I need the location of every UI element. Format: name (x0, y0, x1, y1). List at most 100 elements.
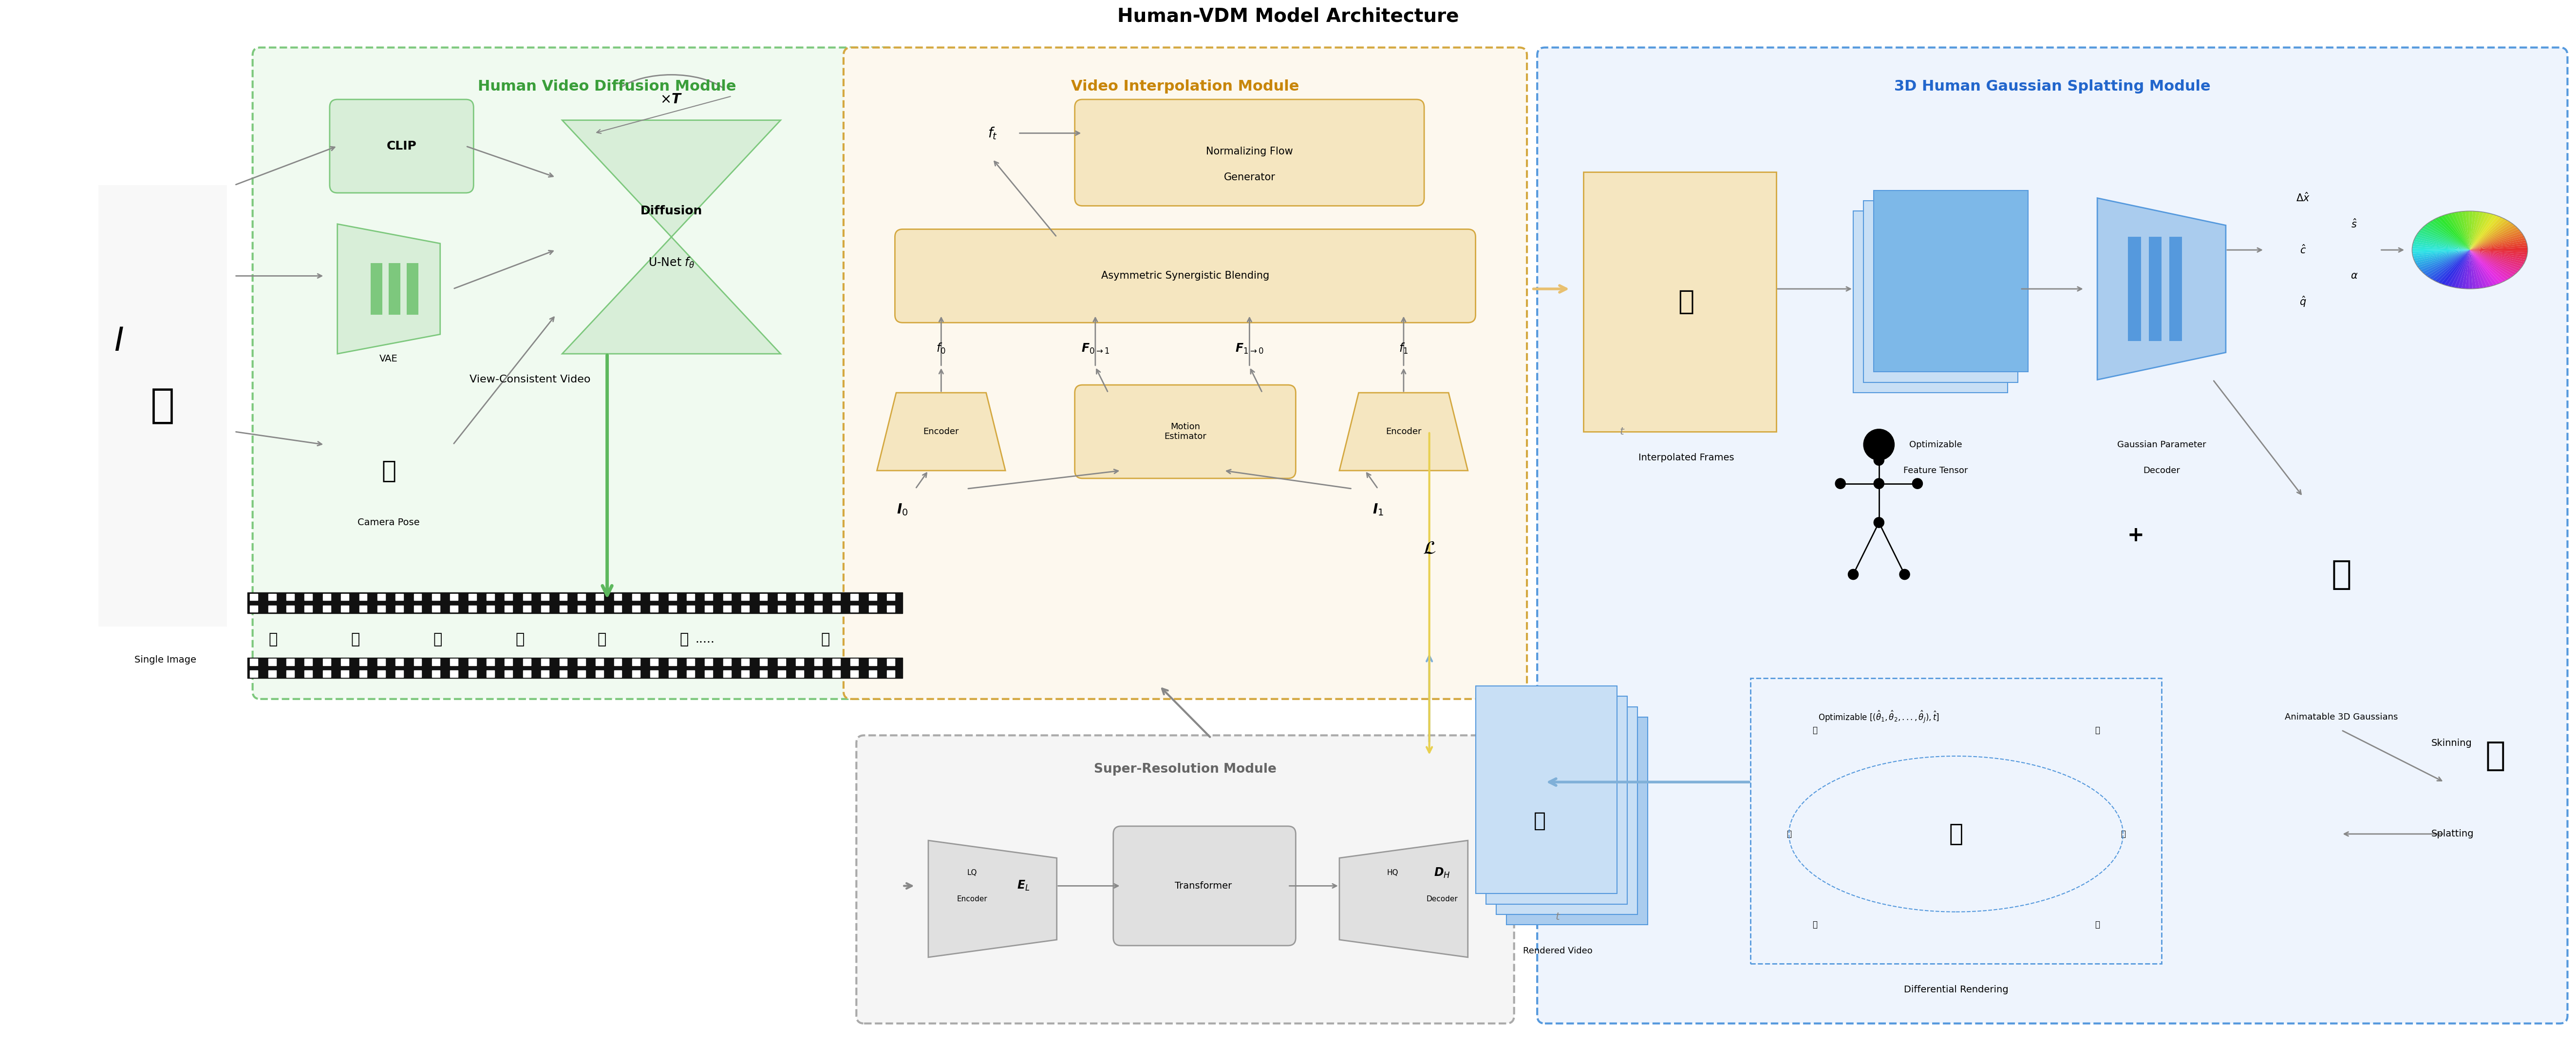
Polygon shape (2470, 219, 2509, 250)
Text: $\mathcal{L}$: $\mathcal{L}$ (1422, 539, 1435, 558)
Bar (286, 605, 294, 612)
Bar (778, 594, 786, 601)
Text: Super-Resolution Module: Super-Resolution Module (1095, 763, 1278, 775)
Bar (379, 605, 386, 612)
Polygon shape (2470, 250, 2501, 284)
Polygon shape (2455, 212, 2470, 250)
Bar (268, 658, 276, 666)
Bar (577, 594, 585, 601)
Bar (886, 605, 894, 612)
Bar (868, 605, 876, 612)
Bar (670, 605, 677, 612)
Polygon shape (2411, 243, 2470, 250)
Text: VAE: VAE (379, 354, 397, 364)
Text: $\boldsymbol{E}_L$: $\boldsymbol{E}_L$ (1018, 880, 1030, 892)
Polygon shape (2470, 250, 2527, 255)
Bar (613, 658, 621, 666)
Bar (832, 605, 840, 612)
Circle shape (1873, 517, 1883, 528)
Text: $\boldsymbol{F}_{1\rightarrow 0}$: $\boldsymbol{F}_{1\rightarrow 0}$ (1234, 342, 1265, 355)
Text: Interpolated Frames: Interpolated Frames (1638, 452, 1734, 462)
Polygon shape (2470, 229, 2519, 250)
Polygon shape (2470, 213, 2491, 250)
Text: Transformer: Transformer (1175, 881, 1231, 890)
Polygon shape (2470, 211, 2476, 250)
Polygon shape (2470, 250, 2509, 280)
Bar (886, 658, 894, 666)
Polygon shape (2427, 223, 2470, 250)
Polygon shape (2437, 216, 2470, 250)
Bar (304, 605, 312, 612)
Polygon shape (2470, 250, 2527, 262)
Polygon shape (2468, 250, 2473, 288)
Text: $\hat{s}$: $\hat{s}$ (2352, 218, 2357, 230)
Polygon shape (2470, 240, 2527, 250)
Bar (688, 671, 696, 677)
Text: $t$: $t$ (1556, 912, 1561, 922)
Polygon shape (2432, 219, 2470, 250)
Text: $\boldsymbol{I}_1$: $\boldsymbol{I}_1$ (1373, 503, 1383, 517)
Text: 🧍: 🧍 (1677, 288, 1695, 315)
Polygon shape (2470, 250, 2512, 279)
Bar (250, 605, 258, 612)
Text: .....: ..... (696, 633, 714, 645)
Polygon shape (2465, 250, 2470, 288)
Polygon shape (2470, 250, 2514, 277)
Polygon shape (2470, 215, 2501, 250)
Polygon shape (2470, 250, 2524, 264)
Bar (541, 594, 549, 601)
Polygon shape (2470, 212, 2483, 250)
Polygon shape (2458, 250, 2470, 288)
Polygon shape (2470, 223, 2514, 250)
Bar (850, 658, 858, 666)
Bar (577, 605, 585, 612)
Bar (1497, 706, 1638, 914)
Bar (613, 671, 621, 677)
Bar (433, 658, 440, 666)
Bar (304, 671, 312, 677)
Bar (778, 658, 786, 666)
Bar (304, 658, 312, 666)
Polygon shape (2419, 250, 2470, 270)
FancyBboxPatch shape (1074, 385, 1296, 479)
Bar (760, 671, 768, 677)
Bar (778, 671, 786, 677)
Bar (304, 594, 312, 601)
Polygon shape (2427, 250, 2470, 278)
Bar (613, 605, 621, 612)
Bar (505, 658, 513, 666)
Bar (886, 594, 894, 601)
Polygon shape (2414, 250, 2470, 258)
Bar (631, 594, 639, 601)
Bar (832, 594, 840, 601)
Polygon shape (876, 393, 1005, 470)
Polygon shape (2468, 211, 2473, 250)
Bar (886, 671, 894, 677)
Polygon shape (2434, 250, 2470, 282)
Text: $\boldsymbol{D}_H$: $\boldsymbol{D}_H$ (1435, 866, 1450, 879)
Bar (451, 658, 459, 666)
Bar (724, 605, 732, 612)
Text: 📷: 📷 (2120, 830, 2125, 838)
Bar (322, 605, 330, 612)
Text: Skinning: Skinning (2432, 739, 2473, 748)
Bar (247, 593, 902, 613)
Text: Generator: Generator (1224, 172, 1275, 182)
Bar (322, 594, 330, 601)
Bar (814, 594, 822, 601)
Polygon shape (2411, 249, 2470, 251)
Bar (322, 658, 330, 666)
Text: Rendered Video: Rendered Video (1522, 947, 1592, 955)
Bar (505, 605, 513, 612)
Polygon shape (2447, 213, 2470, 250)
Bar (407, 263, 417, 315)
Text: $f_0$: $f_0$ (935, 342, 945, 355)
Text: $\mathit{I}$: $\mathit{I}$ (113, 325, 124, 357)
Bar (742, 671, 750, 677)
Bar (688, 594, 696, 601)
FancyBboxPatch shape (1113, 827, 1296, 946)
Polygon shape (927, 840, 1056, 957)
Bar (559, 658, 567, 666)
Polygon shape (562, 120, 781, 354)
Polygon shape (2470, 250, 2483, 288)
